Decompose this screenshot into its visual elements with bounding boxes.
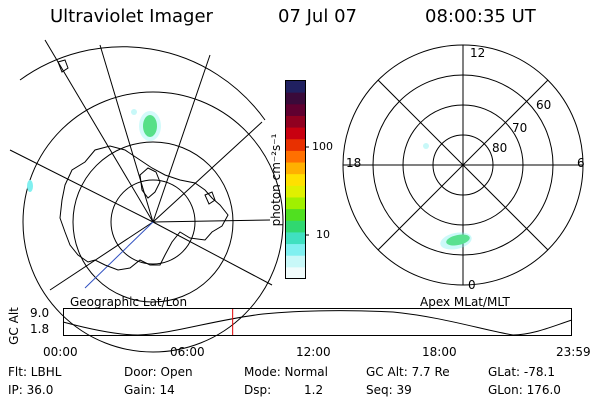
mode-label: Mode: Normal (244, 365, 328, 379)
mlat-label-80: 80 (492, 141, 508, 155)
colorbar-stripe (286, 197, 305, 210)
glon-label: GLon: 176.0 (488, 383, 561, 397)
aurora-patch-right-2 (423, 143, 429, 149)
dsp-label: Dsp: (244, 383, 272, 397)
colorbar-stripe (286, 267, 305, 280)
aurora-patch-right-1-glow (440, 232, 472, 250)
polar-mlt-plot (342, 44, 584, 286)
mlt-label-12: 12 (470, 46, 486, 60)
time-tick-1800: 18:00 (422, 345, 457, 359)
geographic-map (9, 39, 284, 353)
aurora-patch-left-1 (143, 115, 157, 137)
altitude-y-top: 9.0 (30, 306, 50, 320)
colorbar (285, 80, 309, 280)
colorbar-stripe (286, 115, 305, 129)
colorbar-stripe (286, 92, 305, 105)
colorbar-stripe (286, 127, 305, 140)
lat-circle-inner (110, 179, 196, 265)
terminator-line (84, 221, 154, 289)
coastline-antarctica (59, 145, 229, 271)
meridian-1 (9, 149, 154, 223)
colorbar-tick-10: 10 (316, 228, 330, 241)
coastline-peninsula (139, 167, 161, 199)
colorbar-stripe (286, 174, 305, 187)
aurora-patch-left-3 (131, 109, 137, 115)
coastline-island-1 (57, 59, 69, 73)
colorbar-stripe (286, 81, 305, 94)
altitude-curve (62, 310, 573, 336)
time-tick-0000: 00:00 (43, 345, 78, 359)
geographic-panel-label: Geographic Lat/Lon (70, 295, 188, 309)
colorbar-stripe (286, 209, 305, 222)
altitude-strip-chart (62, 308, 573, 336)
seq-label: Seq: 39 (366, 383, 412, 397)
colorbar-stripe (286, 150, 305, 164)
apex-panel-label: Apex MLat/MLT (420, 295, 510, 309)
mlat-label-70: 70 (512, 121, 528, 135)
instrument-title: Ultraviolet Imager (50, 6, 213, 27)
dsp-value: 1.2 (304, 383, 324, 397)
ip-label: IP: 36.0 (8, 383, 54, 397)
time-label: 08:00:35 UT (425, 6, 536, 27)
colorbar-stripe (286, 139, 305, 152)
time-tick-2359: 23:59 (556, 345, 591, 359)
altitude-axis-label: GC Alt (7, 307, 21, 345)
meridian-4 (152, 54, 211, 223)
mlt-label-18: 18 (346, 156, 362, 170)
colorbar-stripe (286, 104, 305, 117)
mlt-diag-2 (377, 79, 549, 251)
lat-circle-outermost (19, 46, 266, 121)
date-label: 07 Jul 07 (278, 6, 357, 27)
mlt-label-0: 0 (468, 278, 476, 292)
meridian-5 (152, 121, 263, 223)
glat-label: GLat: -78.1 (488, 365, 555, 379)
lat-circle-mid (72, 141, 234, 303)
colorbar-unit-label: photon cm⁻²s⁻¹ (269, 133, 283, 227)
mlat-label-60: 60 (536, 98, 552, 112)
time-tick-0600: 06:00 (170, 345, 205, 359)
meridian-2 (44, 39, 154, 223)
colorbar-stripe (286, 255, 305, 268)
altitude-y-bottom: 1.8 (30, 322, 50, 336)
colorbar-stripe (286, 220, 305, 233)
colorbar-stripe (286, 244, 305, 257)
lat-circle-outer (22, 91, 284, 353)
filter-label: Flt: LBHL (8, 365, 62, 379)
aurora-patch-left-1-glow (139, 111, 161, 141)
gain-label: Gain: 14 (124, 383, 175, 397)
colorbar-stripe (286, 162, 305, 175)
meridian-8 (152, 219, 271, 223)
colorbar-stripe (286, 232, 305, 245)
coastline-island-2 (204, 191, 216, 205)
colorbar-stripe (286, 185, 305, 198)
meridian-7 (49, 221, 154, 291)
gc-alt-label: GC Alt: 7.7 Re (366, 365, 450, 379)
colorbar-tick-100: 100 (312, 140, 333, 153)
door-label: Door: Open (124, 365, 193, 379)
time-tick-1200: 12:00 (296, 345, 331, 359)
mlt-label-6: 6 (577, 156, 585, 170)
aurora-patch-left-2 (27, 180, 33, 192)
aurora-patch-right-1 (446, 234, 470, 246)
meridian-6 (152, 221, 273, 286)
